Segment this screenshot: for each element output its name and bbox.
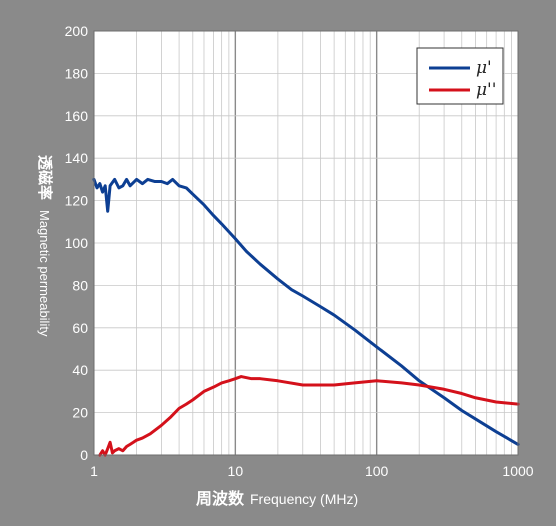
y-tick-label: 20 bbox=[72, 405, 88, 421]
x-tick-label: 10 bbox=[228, 463, 244, 479]
series-lines bbox=[92, 177, 520, 457]
y-tick-label: 120 bbox=[65, 193, 89, 209]
legend: μ' μ'' bbox=[416, 47, 504, 105]
y-tick-label: 0 bbox=[80, 447, 88, 463]
tick-labels: 1 10 100 1000 0 20 40 60 80 100 120 140 160 180 200 bbox=[65, 23, 534, 479]
x-tick-label: 100 bbox=[365, 463, 389, 479]
y-tick-label: 200 bbox=[65, 23, 89, 39]
y-tick-label: 100 bbox=[65, 235, 89, 251]
y-axis-title-en: Magnetic permeability bbox=[37, 210, 52, 337]
y-tick-label: 140 bbox=[65, 150, 89, 166]
legend-label-mu-double-prime: μ'' bbox=[476, 80, 496, 100]
y-axis-title-ja: 透磁率 bbox=[36, 155, 54, 200]
series-line-mu-prime bbox=[92, 177, 520, 446]
series-line-mu-double-prime bbox=[98, 375, 520, 457]
y-tick-label: 60 bbox=[72, 320, 88, 336]
x-tick-label: 1 bbox=[90, 463, 98, 479]
y-tick-label: 40 bbox=[72, 362, 88, 378]
legend-label-mu-prime: μ' bbox=[476, 58, 492, 78]
y-tick-label: 80 bbox=[72, 277, 88, 293]
y-axis-title: 透磁率 Magnetic permeability bbox=[36, 155, 54, 337]
y-tick-label: 160 bbox=[65, 108, 89, 124]
x-tick-label: 1000 bbox=[502, 463, 533, 479]
x-axis-title-en: Frequency (MHz) bbox=[250, 491, 358, 507]
x-axis-title: 周波数 Frequency (MHz) bbox=[196, 489, 358, 508]
legend-box bbox=[416, 47, 504, 105]
x-axis-title-ja: 周波数 bbox=[196, 489, 245, 508]
y-tick-label: 180 bbox=[65, 65, 89, 81]
plot-border bbox=[93, 30, 519, 456]
